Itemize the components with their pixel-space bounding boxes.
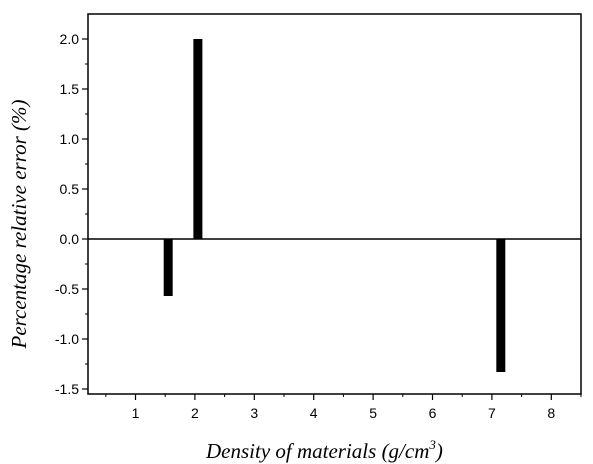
- y-tick-label: 0.0: [60, 231, 80, 247]
- x-axis-title-close: ): [435, 439, 443, 463]
- y-tick-label: 1.5: [60, 81, 80, 97]
- x-axis-title: Density of materials (g/cm3): [205, 437, 443, 463]
- bar: [496, 239, 506, 372]
- y-axis-ticks: 2.0 1.5 1.0 0.5 0.0 -0.5 -1.0 -1.5: [55, 31, 88, 397]
- x-axis-title-superscript: 3: [428, 437, 436, 452]
- x-axis-title-main: Density of materials (g/cm: [205, 439, 429, 463]
- y-axis-title: Percentage relative error (%): [7, 100, 31, 350]
- y-tick-label: 2.0: [60, 31, 80, 47]
- x-tick-label: 7: [488, 405, 496, 421]
- y-tick-label: -0.5: [55, 281, 79, 297]
- x-tick-label: 3: [250, 405, 258, 421]
- bars: [163, 39, 506, 372]
- x-tick-label: 1: [132, 405, 140, 421]
- x-tick-label: 6: [429, 405, 437, 421]
- plot-frame: [87, 13, 582, 395]
- x-tick-label: 8: [547, 405, 555, 421]
- bar: [163, 239, 173, 296]
- y-tick-label: -1.5: [55, 381, 79, 397]
- y-tick-label: -1.0: [55, 331, 79, 347]
- x-tick-label: 4: [310, 405, 318, 421]
- y-tick-label: 0.5: [60, 181, 80, 197]
- x-tick-label: 2: [191, 405, 199, 421]
- bar: [193, 39, 203, 239]
- x-tick-label: 5: [369, 405, 377, 421]
- x-axis-ticks: 1 2 3 4 5 6 7 8: [105, 394, 582, 421]
- y-tick-label: 1.0: [60, 131, 80, 147]
